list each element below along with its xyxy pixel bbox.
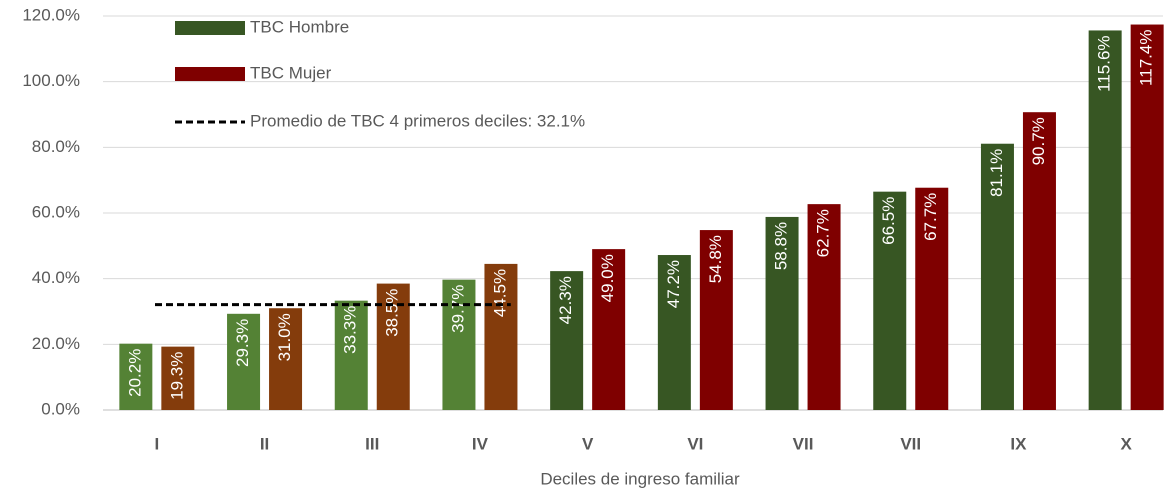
y-tick-label: 20.0%: [32, 334, 80, 353]
x-tick-label: IX: [1010, 434, 1027, 453]
x-tick-label: I: [154, 434, 159, 453]
bar: [161, 346, 195, 410]
data-label: 62.7%: [814, 209, 833, 257]
bar: [592, 249, 626, 410]
bar: [699, 230, 733, 410]
bar: [873, 191, 907, 410]
data-label: 20.2%: [125, 349, 144, 397]
data-label: 90.7%: [1029, 117, 1048, 165]
data-label: 66.5%: [879, 197, 898, 245]
bar: [550, 271, 584, 410]
y-tick-label: 80.0%: [32, 137, 80, 156]
x-tick-label: II: [260, 434, 269, 453]
bar: [484, 263, 518, 410]
data-label: 31.0%: [275, 313, 294, 361]
bar: [980, 143, 1014, 410]
data-label: 115.6%: [1095, 35, 1114, 91]
data-label: 47.2%: [664, 260, 683, 308]
bar: [269, 308, 303, 410]
x-tick-label: VII: [900, 434, 921, 453]
x-tick-label: IV: [472, 434, 489, 453]
x-tick-label: X: [1120, 434, 1132, 453]
y-tick-label: 100.0%: [22, 71, 80, 90]
data-label: 42.3%: [556, 276, 575, 324]
bar: [376, 283, 410, 410]
data-label: 44.5%: [490, 269, 509, 317]
legend-label: Promedio de TBC 4 primeros deciles: 32.1…: [250, 111, 585, 130]
bar: [119, 343, 153, 410]
y-tick-label: 40.0%: [32, 268, 80, 287]
bar: [1022, 112, 1056, 411]
x-axis-title: Deciles de ingreso familiar: [540, 469, 740, 488]
legend-swatch: [175, 67, 245, 81]
data-label: 54.8%: [706, 235, 725, 283]
y-tick-label: 60.0%: [32, 202, 80, 221]
legend-swatch: [175, 21, 245, 35]
data-label: 33.3%: [341, 306, 360, 354]
bar: [227, 313, 261, 410]
data-label: 19.3%: [167, 352, 186, 400]
data-label: 39.7%: [448, 285, 467, 333]
legend-label: TBC Mujer: [250, 63, 332, 82]
legend-label: TBC Hombre: [250, 17, 349, 36]
data-label: 81.1%: [987, 149, 1006, 197]
x-tick-label: VII: [793, 434, 814, 453]
bar: [657, 255, 691, 410]
y-tick-label: 0.0%: [41, 399, 80, 418]
x-tick-label: III: [365, 434, 379, 453]
bar: [765, 216, 799, 410]
data-label: 38.5%: [383, 289, 402, 337]
bar: [1130, 24, 1164, 410]
bar: [334, 300, 368, 410]
data-label: 58.8%: [772, 222, 791, 270]
data-label: 49.0%: [598, 254, 617, 302]
bar: [442, 279, 476, 410]
data-label: 67.7%: [921, 193, 940, 241]
x-tick-label: V: [582, 434, 594, 453]
x-tick-label: VI: [687, 434, 703, 453]
data-label: 117.4%: [1137, 30, 1156, 86]
bar: [1088, 30, 1122, 411]
y-tick-label: 120.0%: [22, 5, 80, 24]
bar: [807, 204, 841, 410]
bar: [915, 187, 949, 410]
data-label: 29.3%: [233, 319, 252, 367]
